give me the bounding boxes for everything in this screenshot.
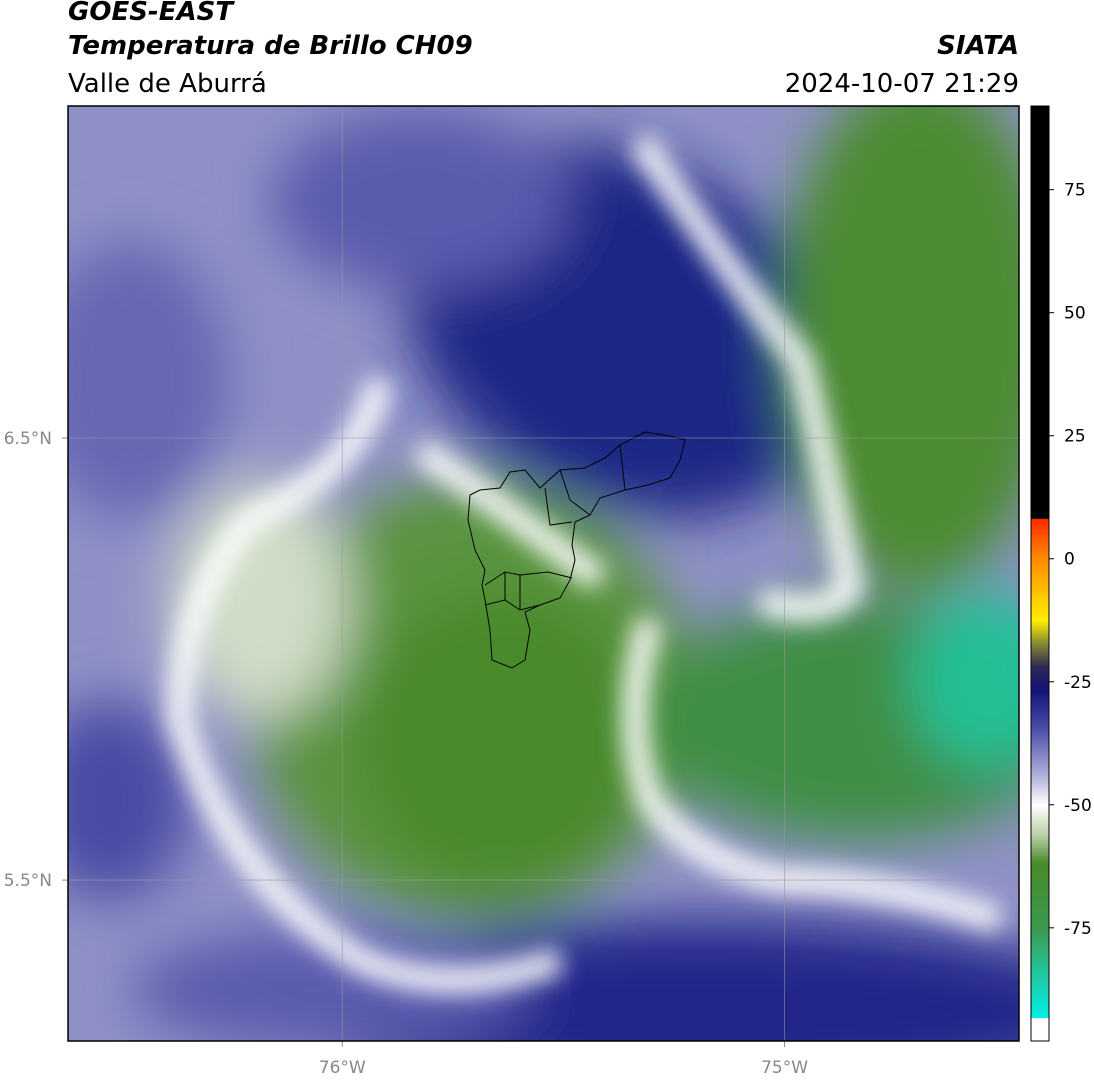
region: Valle de Aburrá [68,69,267,99]
lon-label: 75°W [761,1058,808,1078]
subtitle: Temperatura de Brillo CH09 [68,31,473,61]
valley-boundary [467,431,686,669]
colorbar-label: 25 [1064,427,1086,447]
colorbar-label: 75 [1064,181,1086,201]
lat-label: 6.5°N [4,429,52,449]
colorbar-label: 0 [1064,550,1075,570]
colorbar-ticks: 75 50 25 0 -25 -50 -75 [1049,181,1092,939]
colorbar-label: 50 [1064,304,1086,324]
colorbar [1030,105,1050,1042]
colorbar-label: -75 [1064,919,1092,939]
satellite-image [68,106,1019,1041]
datetime: 2024-10-07 21:29 [785,69,1019,99]
colorbar-label: -50 [1064,796,1092,816]
source: SIATA [937,31,1019,61]
lon-label: 76°W [319,1058,366,1078]
title: GOES-EAST [68,0,235,27]
colorbar-label: -25 [1064,673,1092,693]
graticule: 76°W 75°W 6.5°N 5.5°N [4,106,1019,1078]
map-frame [67,105,1020,1042]
lat-label: 5.5°N [4,871,52,891]
